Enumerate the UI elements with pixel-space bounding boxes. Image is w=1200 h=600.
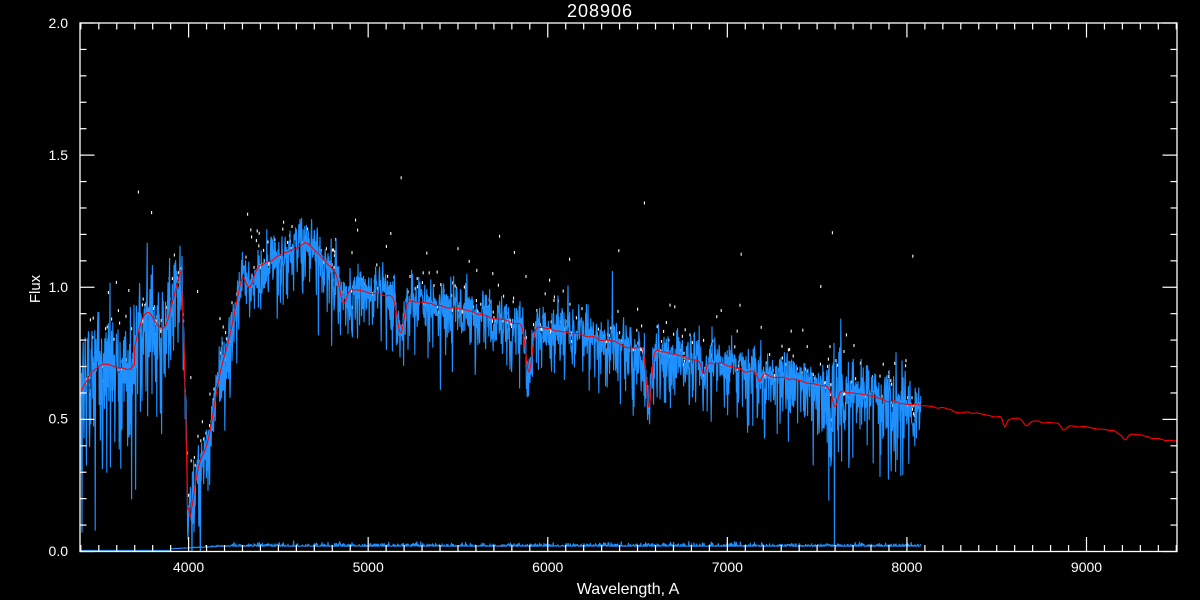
svg-text:1.5: 1.5 [49,147,69,163]
svg-text:0.0: 0.0 [49,543,69,559]
svg-text:5000: 5000 [353,559,384,575]
svg-text:7000: 7000 [712,559,743,575]
svg-text:208906: 208906 [567,1,633,21]
svg-text:4000: 4000 [173,559,204,575]
svg-text:1.0: 1.0 [49,279,69,295]
svg-text:9000: 9000 [1071,559,1102,575]
svg-text:Wavelength, A: Wavelength, A [577,581,680,598]
svg-text:Flux: Flux [27,274,44,303]
svg-text:0.5: 0.5 [49,411,69,427]
svg-text:6000: 6000 [532,559,563,575]
svg-text:2.0: 2.0 [49,15,69,31]
svg-text:8000: 8000 [891,559,922,575]
